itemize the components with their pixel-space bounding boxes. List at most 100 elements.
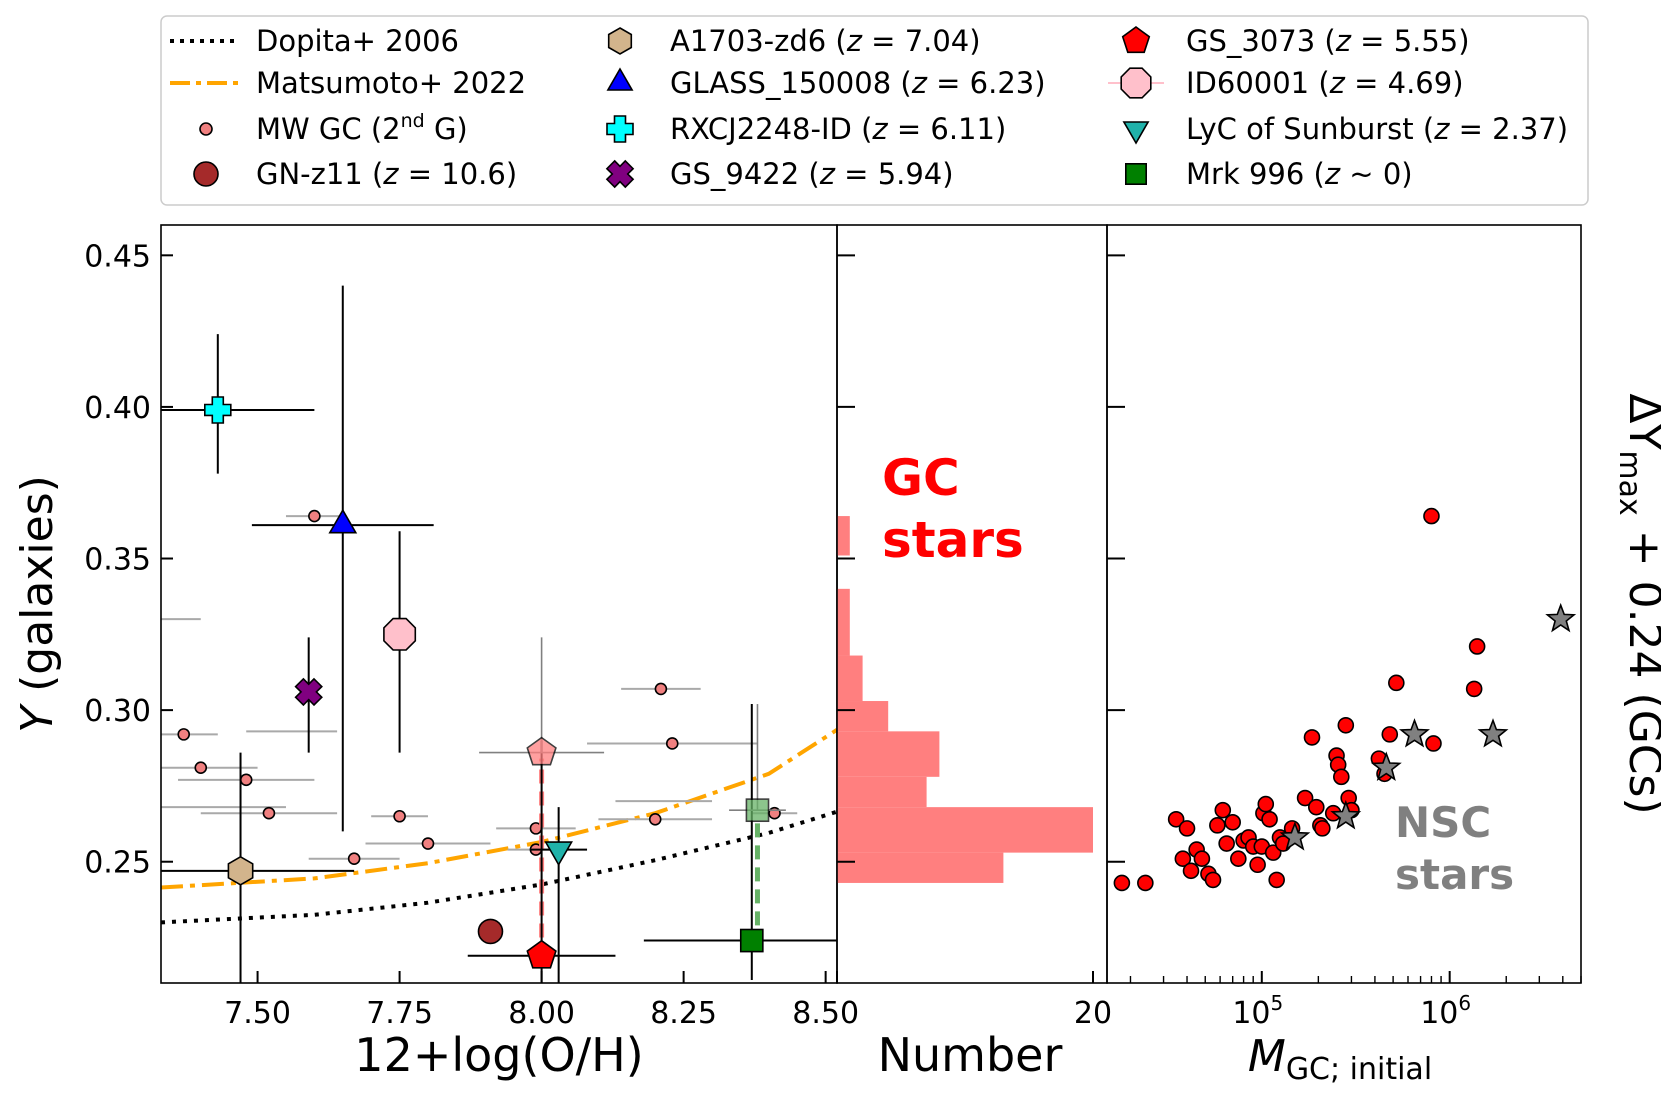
nsc-star [1370,751,1402,781]
right-xtick-label: 106 [1420,991,1471,1031]
histogram-bar [837,776,927,808]
legend-entry: A1703-zd6 (z = 7.04) [607,24,981,58]
left-xtick-label: 8.25 [650,996,717,1031]
gc-point [1137,874,1154,892]
gc-point [1167,810,1185,828]
galaxy-point [526,939,557,969]
galaxy-point [294,677,323,707]
left-ytick-label: 0.30 [84,694,151,729]
galaxy-point [383,617,417,651]
gc-point [1178,820,1196,837]
gc-point [1468,638,1486,655]
gc-point [1214,801,1232,819]
gc-point [1296,789,1314,807]
nsc-star [1477,718,1509,748]
histogram-bar [837,807,1093,853]
legend-marker [193,161,219,187]
histogram-bar [837,731,940,777]
gc-point [1465,680,1483,698]
gc-point [1268,871,1285,889]
mw-gc-point [239,773,253,787]
gc-point [1182,862,1200,880]
gc-point [1193,850,1211,867]
gc-point [1425,735,1442,752]
mw-gc-point [194,761,208,775]
left-ytick-label: 0.40 [84,391,151,426]
panel-right: 105 106 MGC; initial NSC stars ΔYmax + 0.… [1106,224,1661,1087]
histogram-bar [837,516,850,556]
mw-gc-point [654,682,668,696]
legend-entry: GS_3073 (z = 5.55) [1121,24,1470,58]
mw-gc-point [308,509,321,523]
left-xtick-label: 7.75 [366,996,433,1031]
gc-point [1388,674,1405,692]
legend-frame [160,15,1589,206]
legend-label: GS_9422 (z = 5.94) [670,157,954,191]
legend-label: LyC of Sunburst (z = 2.37) [1186,112,1568,146]
nsc-star [1399,718,1430,748]
legend-marker [1120,67,1152,99]
panel-middle: 20 Number GC stars [836,224,1112,1082]
gc-point [1314,820,1331,837]
nsc-stars-annotation-line2: stars [1395,850,1514,899]
legend-marker [199,122,213,136]
gc-stars-annotation-line2: stars [882,511,1024,569]
legend-marker [606,115,634,143]
legend-entry: ID60001 (z = 4.69) [1108,66,1464,100]
legend-entry: GLASS_150008 (z = 6.23) [606,66,1046,100]
legend-marker [1122,121,1150,145]
gc-point [1257,795,1275,813]
gc-point [1333,768,1350,786]
gc-point [1209,817,1226,834]
left-xtick-label: 8.50 [792,996,859,1031]
galaxy-point [739,928,764,953]
left-ytick-label: 0.35 [84,543,151,578]
mw-gc-point [177,728,191,741]
mw-gc-point [768,806,781,820]
gc-point [1218,835,1235,852]
right-ylabel: ΔYmax + 0.24 (GCs) [1612,393,1661,814]
left-xtick-label: 7.50 [224,996,291,1031]
mw-gc-point [347,852,361,865]
mw-gc-point [648,812,662,826]
histogram-bar [837,852,1004,883]
galaxy-point [227,855,254,886]
left-xtick-label: 8.00 [508,996,575,1031]
legend-label: Matsumoto+ 2022 [256,66,526,100]
mw-gc-point [262,806,276,820]
galaxy-point [204,396,232,424]
model-curve [161,728,837,890]
legend-label: RXCJ2248-ID (z = 6.11) [670,112,1006,146]
legend-label: GLASS_150008 (z = 6.23) [670,66,1046,100]
nsc-star [1330,799,1362,830]
panel-left: 7.50 7.75 8.00 8.25 8.50 0.25 0.30 0.35 0.40 0.45… [12,224,859,1082]
gc-point [1113,874,1131,892]
panel-right-frame [1106,224,1582,984]
gc-point [1423,507,1440,525]
legend-marker [1125,163,1148,186]
legend-label: MW GC (2nd G) [256,110,468,146]
histogram-bar [837,655,863,702]
legend-entry: GN-z11 (z = 10.6) [193,157,517,191]
legend-entry: RXCJ2248-ID (z = 6.11) [606,112,1006,146]
galaxy-point [544,841,573,867]
nsc-stars-annotation-line1: NSC [1395,798,1491,847]
nsc-star [1279,821,1311,851]
mw-gc-point [393,809,406,823]
gc-point [1204,871,1222,889]
histogram-bar [837,701,889,732]
gc-point [1381,726,1399,743]
mid-xlabel: Number [878,1028,1063,1082]
gc-point [1224,814,1241,831]
panel-left-frame [160,224,838,984]
legend-label: A1703-zd6 (z = 7.04) [670,24,981,58]
legend-label: GS_3073 (z = 5.55) [1186,24,1470,58]
legend-entry: LyC of Sunburst (z = 2.37) [1122,112,1568,146]
left-ylabel: Y (galaxies) [12,475,63,733]
gc-point [1337,716,1355,734]
legend-label: GN-z11 (z = 10.6) [256,157,517,191]
legend-entry: Dopita+ 2006 [170,24,459,58]
galaxy-point [745,798,770,823]
legend-entry: Matsumoto+ 2022 [170,66,526,100]
